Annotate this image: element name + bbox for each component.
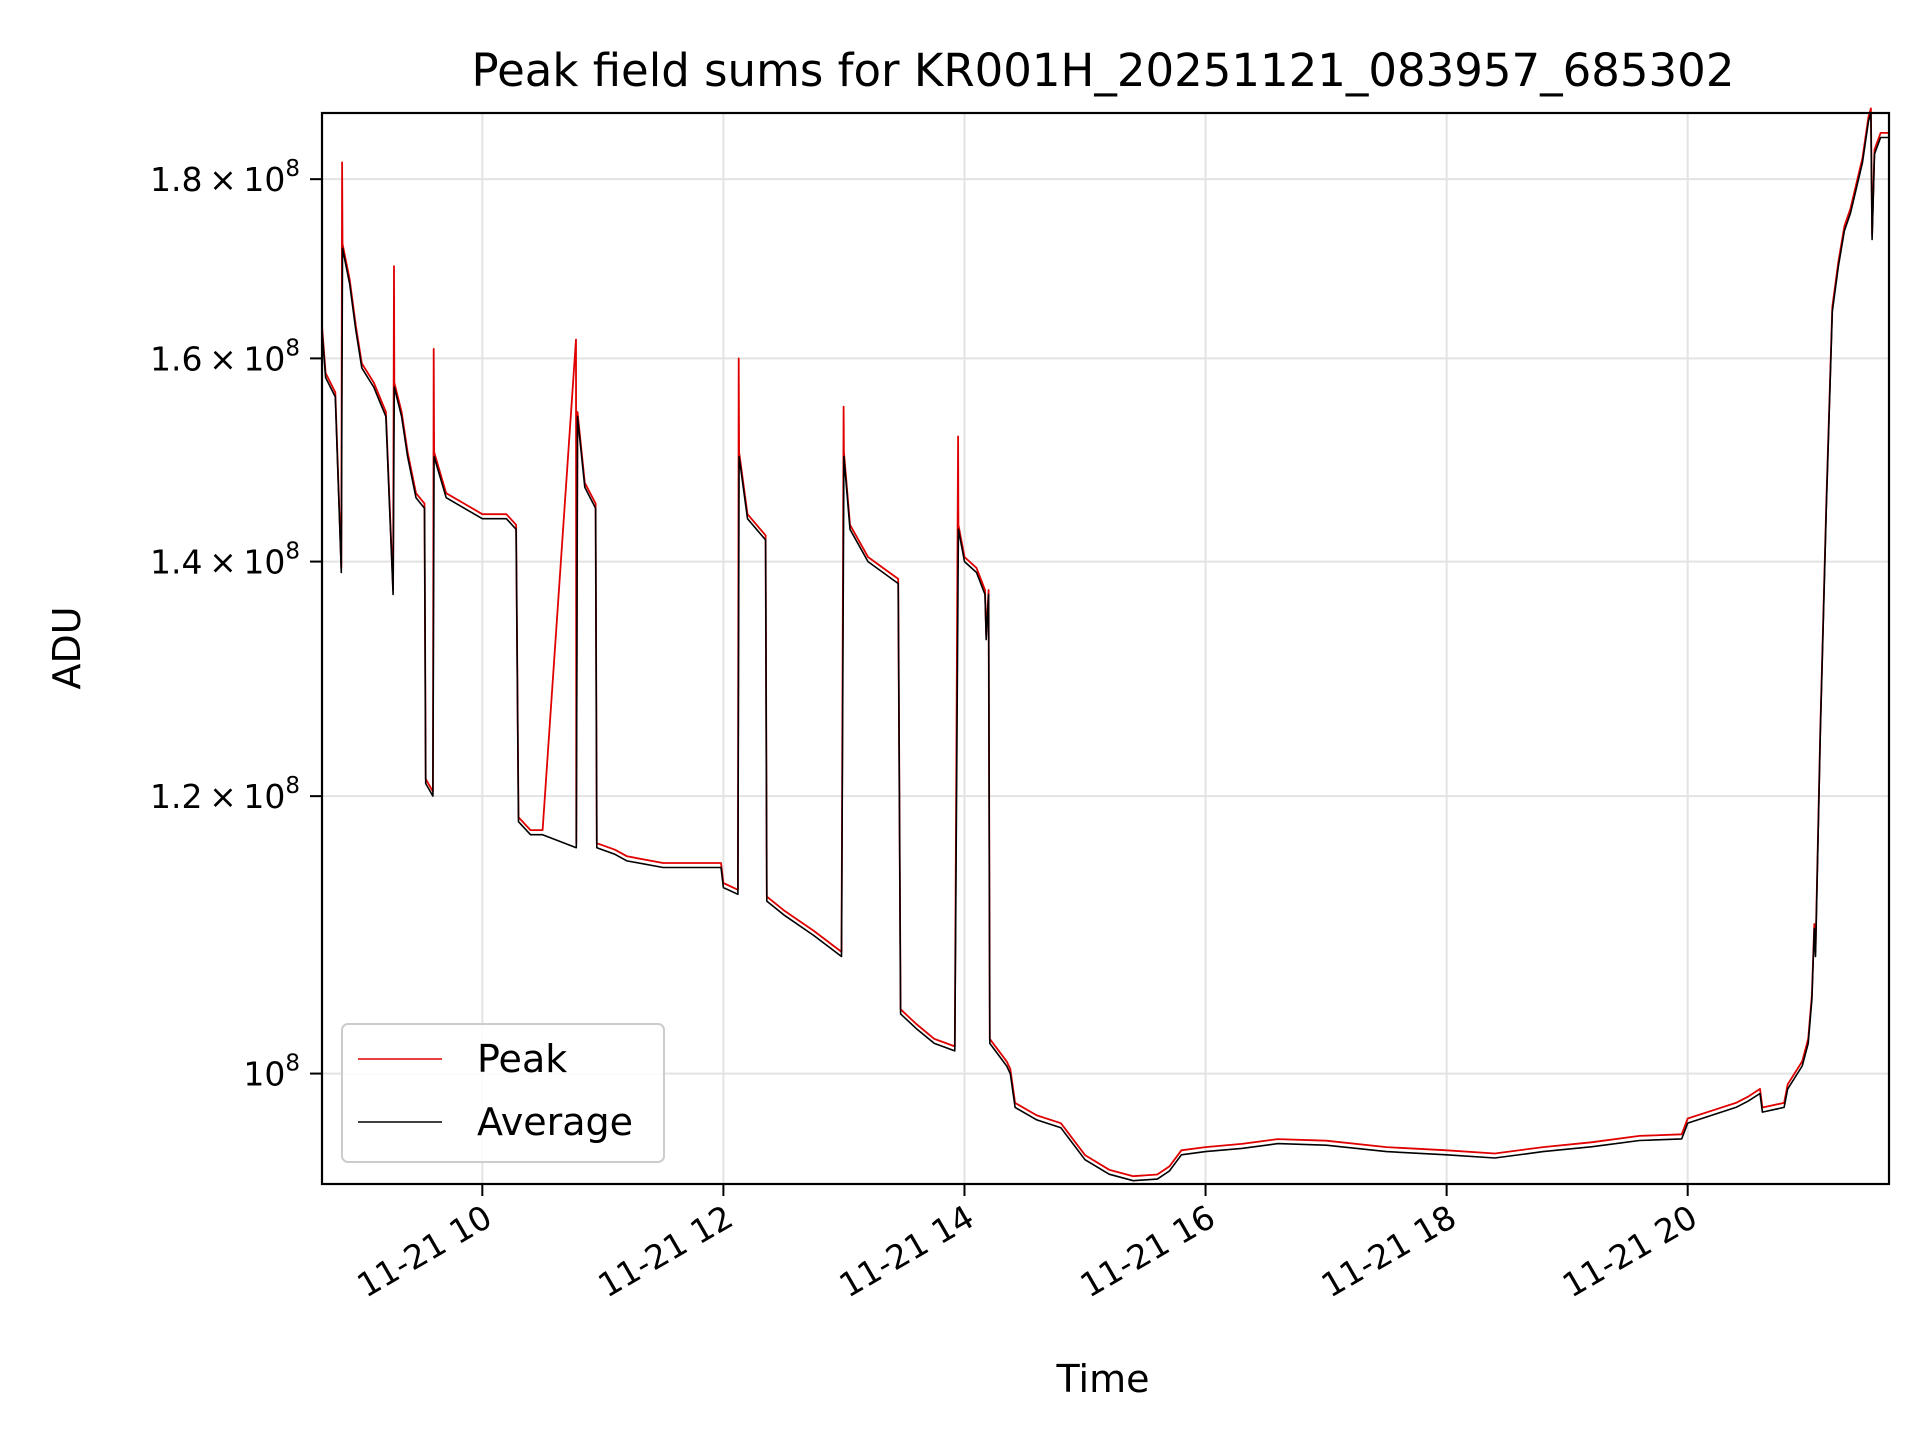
y-axis-ticks: 1.8 × 108 1.6 × 108 1.4 × 108 1.2 × 108 108: [150, 156, 322, 1094]
plot-area-frame: [320, 111, 1891, 1186]
legend-peak-label: Peak: [477, 1037, 567, 1081]
legend: Peak Average: [341, 1023, 665, 1163]
y-tick-label: 1.8 × 108: [150, 156, 300, 199]
y-tick-label: 1.4 × 108: [150, 539, 300, 582]
y-tick-label: 1.2 × 108: [150, 773, 300, 816]
y-tick-label: 1.6 × 108: [150, 335, 300, 378]
average-series-line: [321, 112, 1889, 1182]
series-layer: [321, 107, 1889, 1182]
legend-average-label: Average: [477, 1100, 633, 1144]
grid-lines: [322, 113, 1889, 1184]
x-axis-label: Time: [1056, 1357, 1150, 1401]
y-tick-label: 108: [243, 1051, 300, 1094]
chart-title: Peak field sums for KR001H_20251121_0839…: [472, 44, 1735, 97]
y-axis-label: ADU: [45, 606, 89, 689]
